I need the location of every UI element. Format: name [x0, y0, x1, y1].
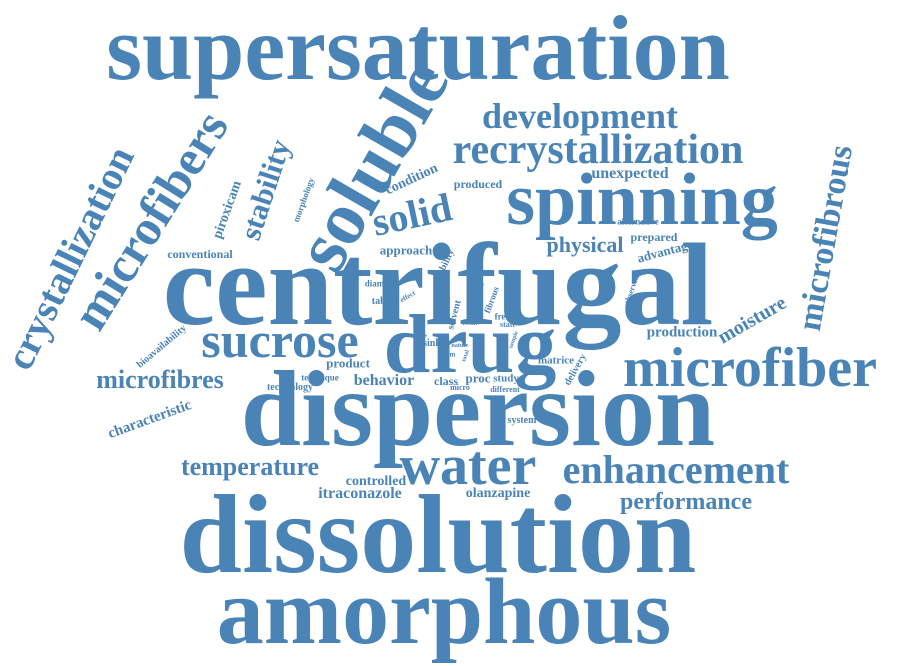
word-system: system — [507, 415, 537, 426]
word-olanzapine: olanzapine — [465, 486, 531, 501]
word-centrifugal: centrifugal — [162, 219, 714, 350]
word-spinning: spinning — [506, 159, 778, 241]
word-sucrose: sucrose — [201, 312, 359, 368]
word-state: state — [500, 320, 516, 329]
word-development: development — [482, 96, 678, 136]
word-physical: physical — [546, 232, 624, 257]
word-itraconazole: itraconazole — [318, 485, 402, 502]
word-supersaturation: supersaturation — [106, 0, 730, 99]
word-diameter: diameter — [364, 278, 400, 289]
word-behavior: behavior — [353, 372, 415, 389]
word-result: result — [462, 321, 478, 327]
word-produced: produced — [453, 177, 503, 191]
word-microfibres: microfibres — [96, 365, 224, 394]
word-microfibrous: microfibrous — [790, 142, 861, 334]
word-technology: technology — [266, 382, 314, 393]
word-dissolution: dissolution — [179, 473, 697, 597]
word-microfiber: microfiber — [623, 337, 877, 399]
word-sink: sink — [423, 338, 441, 349]
word-alternative: alternative — [617, 216, 659, 227]
word-dispersion: dispersion — [240, 350, 716, 469]
word-different: different — [490, 385, 520, 394]
word-recrystallization: recrystallization — [452, 127, 744, 173]
word-controlled: controlled — [345, 474, 407, 489]
word-drug: drug — [383, 298, 557, 391]
word-free: free — [494, 311, 510, 322]
word-production: production — [646, 324, 718, 341]
word-characteristic: characteristic — [106, 397, 194, 443]
word-product: product — [326, 355, 370, 371]
word-amorphous: amorphous — [216, 560, 672, 664]
word-study: study — [493, 372, 519, 385]
word-unexpected: unexpected — [591, 165, 669, 182]
word-approach: approach — [379, 242, 433, 258]
word-nature: nature — [451, 343, 469, 349]
word-proc: proc — [465, 370, 491, 386]
word-micro: micro — [450, 383, 470, 392]
word-tablet: tablet — [371, 296, 397, 307]
word-class: class — [434, 374, 458, 388]
word-performance: performance — [620, 489, 752, 515]
word-prepared: prepared — [630, 230, 678, 244]
word-water: water — [399, 435, 537, 497]
word-enhancement: enhancement — [562, 447, 790, 492]
word-conventional: conventional — [167, 247, 233, 261]
word-technique: technique — [301, 372, 339, 383]
word-temperature: temperature — [180, 452, 320, 481]
word-form: form — [440, 350, 456, 359]
word-matrice: matrice — [537, 354, 575, 367]
